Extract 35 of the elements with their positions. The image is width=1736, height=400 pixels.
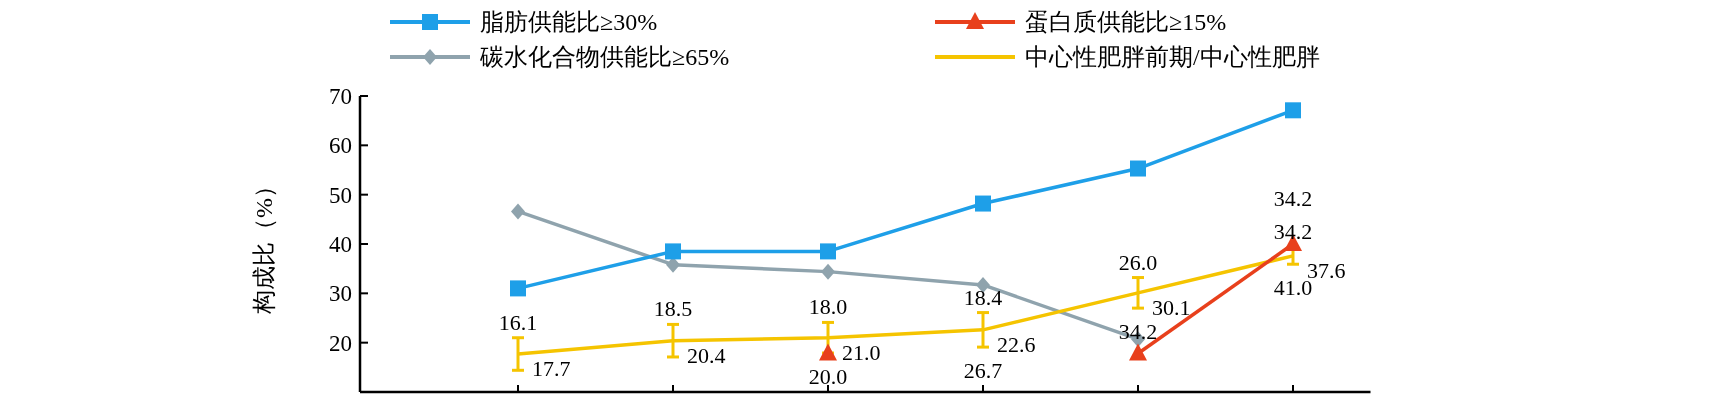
data-label: 22.6 (997, 331, 1036, 357)
annotation: 18.4 (963, 284, 1003, 310)
annotation: 34.2 (1273, 186, 1313, 211)
point (975, 195, 991, 212)
point (1285, 102, 1301, 119)
annotation: 34.2 (1273, 219, 1313, 245)
y-tick-label: 70 (329, 84, 352, 109)
legend-label: 蛋白质供能比≥15% (1025, 9, 1227, 35)
annotation: 16.1 (498, 309, 538, 335)
annotation: 26.7 (963, 358, 1003, 384)
point (1130, 160, 1146, 177)
annotation: 34.2 (1118, 319, 1158, 345)
data-label: 30.1 (1152, 294, 1191, 320)
legend-label: 脂肪供能比≥30% (480, 9, 658, 35)
data-label: 17.7 (532, 356, 571, 382)
y-tick-label: 30 (329, 281, 352, 307)
y-tick-label: 60 (329, 133, 352, 159)
legend-label: 碳水化合物供能比≥65% (479, 44, 730, 70)
y-axis-title: 构成比（%） (251, 174, 277, 315)
point (511, 203, 525, 220)
annotation: 20.0 (808, 364, 848, 390)
y-tick-label: 50 (329, 182, 352, 208)
data-label: 21.0 (842, 339, 881, 365)
point (820, 243, 836, 260)
annotation: 18.0 (808, 294, 848, 320)
annotation: 26.0 (1118, 249, 1158, 275)
legend-label: 中心性肥胖前期/中心性肥胖 (1025, 44, 1320, 70)
y-tick-label: 20 (329, 330, 352, 356)
annotation: 18.5 (653, 296, 693, 322)
y-tick-label: 40 (329, 232, 352, 257)
point (665, 243, 681, 260)
point (821, 263, 835, 280)
point (819, 343, 837, 361)
data-label: 20.4 (687, 342, 726, 368)
point (510, 280, 526, 297)
